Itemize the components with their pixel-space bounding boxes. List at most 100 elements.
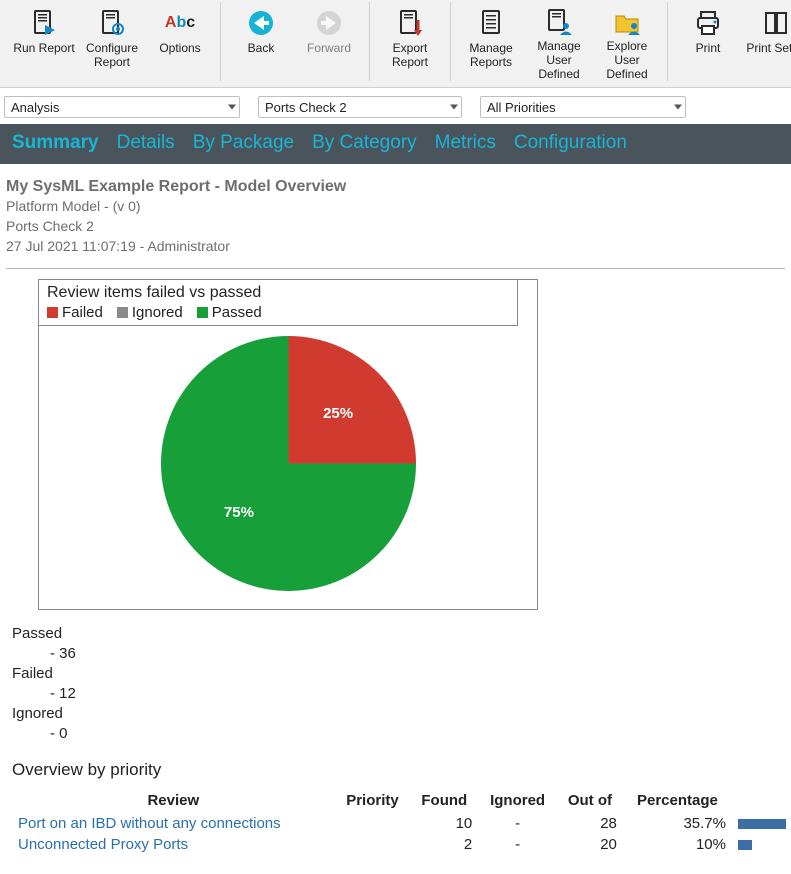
passed-label: Passed bbox=[12, 624, 785, 644]
chevron-down-icon bbox=[228, 105, 236, 110]
run-report-button[interactable]: Run Report bbox=[10, 2, 78, 81]
overview-table: ReviewPriorityFoundIgnoredOut ofPercenta… bbox=[12, 788, 791, 855]
forward-button: Forward bbox=[295, 2, 363, 81]
chevron-down-icon bbox=[674, 105, 682, 110]
chevron-down-icon bbox=[450, 105, 458, 110]
pct-cell: 35.7% bbox=[623, 813, 732, 834]
scope-dropdown[interactable]: Analysis bbox=[4, 96, 240, 118]
toolbar-label: Back bbox=[248, 41, 275, 55]
manage-rpt-button[interactable]: Manage Reports bbox=[457, 2, 525, 81]
legend-item: Failed bbox=[47, 304, 103, 321]
options-button[interactable]: Abc Options bbox=[146, 2, 214, 81]
failed-value: - 12 bbox=[50, 684, 785, 704]
toolbar-label: Configure Report bbox=[81, 41, 143, 69]
doc-play-icon bbox=[28, 7, 60, 39]
ignored-label: Ignored bbox=[12, 704, 785, 724]
priority-dropdown[interactable]: All Priorities bbox=[480, 96, 686, 118]
table-row: Port on an IBD without any connections 10… bbox=[12, 813, 791, 834]
priority-value: All Priorities bbox=[487, 100, 556, 115]
toolbar-group: Run Report Configure Report Abc Options bbox=[4, 2, 221, 81]
overview-title: Overview by priority bbox=[12, 760, 785, 780]
report-check: Ports Check 2 bbox=[6, 216, 785, 236]
page-setup-icon bbox=[760, 7, 791, 39]
configure-button[interactable]: Configure Report bbox=[78, 2, 146, 81]
legend-swatch bbox=[197, 307, 208, 318]
manage-usr-button[interactable]: Manage User Defined bbox=[525, 2, 593, 81]
doc-user-icon bbox=[543, 7, 575, 37]
found-cell: 10 bbox=[410, 813, 478, 834]
legend-label: Failed bbox=[62, 304, 103, 321]
tab-by-package[interactable]: By Package bbox=[193, 132, 294, 154]
table-header-row: ReviewPriorityFoundIgnoredOut ofPercenta… bbox=[12, 788, 791, 813]
svg-text:25%: 25% bbox=[323, 405, 353, 422]
legend-item: Passed bbox=[197, 304, 262, 321]
percentage-bar bbox=[738, 840, 752, 850]
ignored-value: - 0 bbox=[50, 724, 785, 744]
doc-down-icon bbox=[394, 7, 426, 39]
report-model: Platform Model - (v 0) bbox=[6, 196, 785, 216]
toolbar-label: Manage User Defined bbox=[528, 39, 590, 81]
table-row: Unconnected Proxy Ports2-2010% bbox=[12, 834, 791, 855]
check-dropdown[interactable]: Ports Check 2 bbox=[258, 96, 462, 118]
toolbar-group: Print Print Setup bbox=[668, 2, 791, 81]
toolbar-label: Forward bbox=[307, 41, 351, 55]
ignored-cell: - bbox=[478, 834, 557, 855]
toolbar: Run Report Configure Report Abc Options Back… bbox=[0, 0, 791, 88]
tab-metrics[interactable]: Metrics bbox=[435, 132, 496, 154]
toolbar-group: Manage ReportsManage User DefinedExplore… bbox=[451, 2, 668, 81]
back-button[interactable]: Back bbox=[227, 2, 295, 81]
priority-cell bbox=[335, 813, 411, 834]
col-bar bbox=[732, 788, 791, 813]
printer-icon bbox=[692, 7, 724, 39]
pie-chart: 25%75% bbox=[39, 326, 537, 609]
filter-row: Analysis Ports Check 2 All Priorities bbox=[0, 88, 791, 124]
col-review: Review bbox=[12, 788, 335, 813]
toolbar-label: Run Report bbox=[13, 41, 74, 55]
toolbar-label: Explore User Defined bbox=[596, 39, 658, 81]
bar-cell bbox=[732, 813, 791, 834]
review-link[interactable]: Unconnected Proxy Ports bbox=[12, 834, 335, 855]
failed-label: Failed bbox=[12, 664, 785, 684]
legend-swatch bbox=[47, 307, 58, 318]
pie-svg: 25%75% bbox=[161, 336, 416, 591]
legend-label: Passed bbox=[212, 304, 262, 321]
divider bbox=[6, 268, 785, 269]
outof-cell: 20 bbox=[557, 834, 623, 855]
pct-cell: 10% bbox=[623, 834, 732, 855]
toolbar-group: Export Report bbox=[370, 2, 451, 81]
review-link[interactable]: Port on an IBD without any connections bbox=[12, 813, 335, 834]
bar-cell bbox=[732, 834, 791, 855]
chart-header: Review items failed vs passed Failed Igno… bbox=[38, 279, 518, 326]
summary-counts: Passed - 36 Failed - 12 Ignored - 0 bbox=[12, 624, 785, 744]
col-priority: Priority bbox=[335, 788, 411, 813]
ignored-cell: - bbox=[478, 813, 557, 834]
toolbar-label: Export Report bbox=[379, 41, 441, 69]
chart-legend: Failed Ignored Passed bbox=[47, 304, 509, 321]
tab-details[interactable]: Details bbox=[117, 132, 175, 154]
abc-icon: Abc bbox=[164, 7, 196, 39]
export-button[interactable]: Export Report bbox=[376, 2, 444, 81]
check-value: Ports Check 2 bbox=[265, 100, 347, 115]
legend-label: Ignored bbox=[132, 304, 183, 321]
toolbar-group: Back Forward bbox=[221, 2, 370, 81]
tab-summary[interactable]: Summary bbox=[12, 132, 99, 154]
toolbar-label: Options bbox=[159, 41, 200, 55]
report-stamp: 27 Jul 2021 11:07:19 - Administrator bbox=[6, 236, 785, 256]
doc-gear-icon bbox=[96, 7, 128, 39]
col-out-of: Out of bbox=[557, 788, 623, 813]
chart-panel: Review items failed vs passed Failed Igno… bbox=[38, 279, 538, 610]
col-found: Found bbox=[410, 788, 478, 813]
tab-by-category[interactable]: By Category bbox=[312, 132, 417, 154]
toolbar-label: Print Setup bbox=[746, 41, 791, 55]
print-button[interactable]: Print bbox=[674, 2, 742, 81]
explore-button[interactable]: Explore User Defined bbox=[593, 2, 661, 81]
col-ignored: Ignored bbox=[478, 788, 557, 813]
chart-title: Review items failed vs passed bbox=[47, 284, 509, 302]
legend-item: Ignored bbox=[117, 304, 183, 321]
doc-lines-icon bbox=[475, 7, 507, 39]
passed-value: - 36 bbox=[50, 644, 785, 664]
report-body: My SysML Example Report - Model Overview… bbox=[0, 164, 791, 855]
print-setup-button[interactable]: Print Setup bbox=[742, 2, 791, 81]
tab-configuration[interactable]: Configuration bbox=[514, 132, 627, 154]
arrow-right-icon bbox=[313, 7, 345, 39]
